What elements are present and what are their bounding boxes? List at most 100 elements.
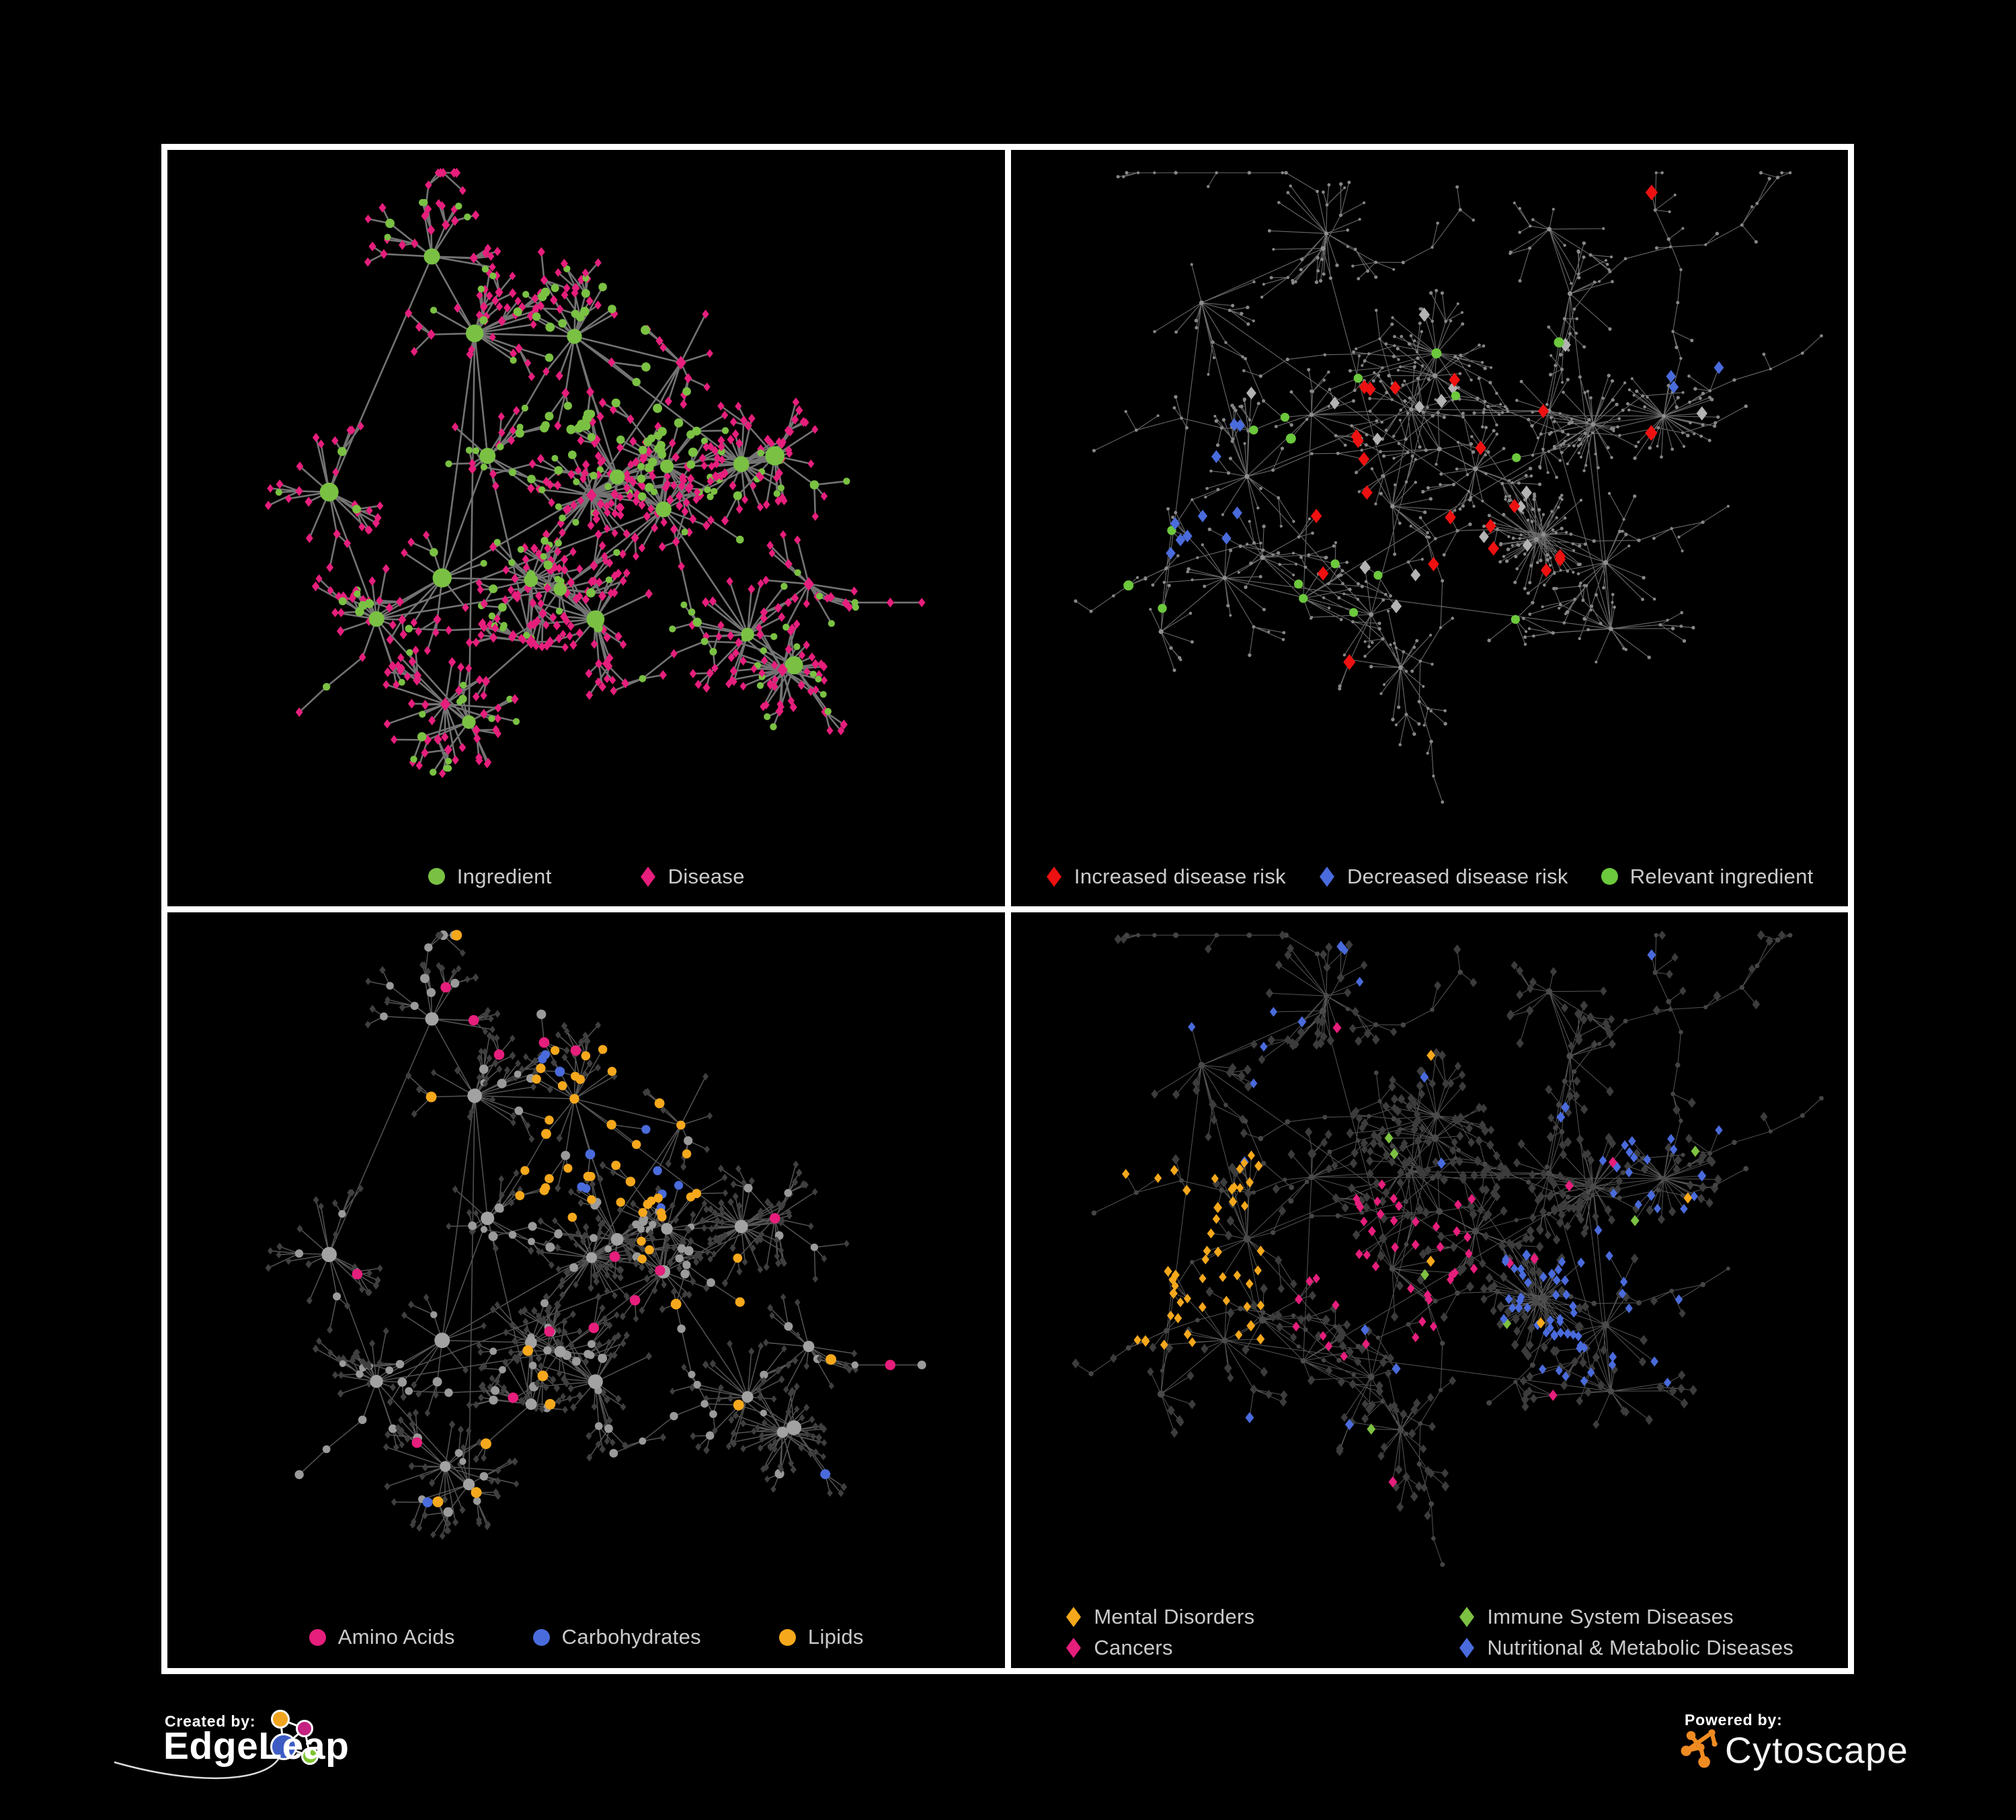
network-node <box>524 1121 531 1129</box>
network-node <box>567 577 575 588</box>
network-node <box>1531 634 1535 638</box>
network-node <box>777 1462 783 1470</box>
network-node <box>469 252 478 264</box>
network-node <box>1272 1183 1280 1194</box>
network-node <box>1461 411 1465 416</box>
network-node <box>407 699 416 709</box>
network-node <box>469 464 477 474</box>
network-node <box>508 469 517 477</box>
network-node <box>454 1066 461 1074</box>
network-node <box>682 387 691 396</box>
network-node <box>1646 1189 1656 1201</box>
network-node <box>1360 364 1363 367</box>
network-node <box>1387 1081 1396 1092</box>
network-node <box>522 290 530 298</box>
network-node <box>1529 1393 1537 1403</box>
network-node <box>1556 1101 1562 1107</box>
network-node <box>1486 450 1490 454</box>
network-node <box>1230 303 1234 308</box>
network-node <box>1650 1356 1658 1367</box>
network-node <box>1697 1193 1705 1203</box>
network-node <box>1166 1310 1174 1320</box>
network-node <box>670 1387 676 1395</box>
network-node <box>356 1370 364 1378</box>
network-node <box>480 622 488 633</box>
network-node <box>1648 446 1652 450</box>
network-node <box>665 1159 672 1168</box>
network-node <box>757 579 764 588</box>
network-node <box>812 1422 819 1431</box>
network-node <box>1703 1004 1707 1009</box>
network-node <box>603 674 610 683</box>
network-node <box>637 1254 647 1263</box>
network-node <box>1557 606 1560 610</box>
network-node <box>1580 1342 1588 1353</box>
network-node <box>690 1210 696 1218</box>
legend-label: Disease <box>668 864 745 888</box>
network-node <box>1364 443 1368 447</box>
network-node <box>1258 575 1262 579</box>
network-node <box>1597 1041 1601 1045</box>
network-node <box>1154 1173 1162 1183</box>
network-node <box>721 410 729 420</box>
network-node <box>1528 467 1532 471</box>
network-node <box>1390 1103 1398 1113</box>
network-node <box>426 988 436 997</box>
network-node <box>522 555 530 564</box>
network-node <box>1318 279 1322 283</box>
network-node <box>1389 504 1394 509</box>
network-node <box>374 513 382 523</box>
network-node <box>1566 348 1570 352</box>
network-node <box>563 1046 570 1054</box>
network-node <box>730 1429 737 1437</box>
network-node <box>468 1015 479 1025</box>
network-node <box>617 1255 623 1263</box>
network-node <box>480 598 488 609</box>
network-node <box>316 1337 322 1345</box>
network-node <box>1382 683 1385 686</box>
legend-circle-marker <box>532 1628 550 1646</box>
network-node <box>1256 506 1260 510</box>
network-node <box>523 631 530 639</box>
network-node <box>1661 413 1666 418</box>
network-node <box>792 397 800 407</box>
network-node <box>686 1226 692 1234</box>
network-node <box>1623 381 1626 385</box>
network-node <box>387 1397 393 1406</box>
network-node <box>1482 1212 1489 1222</box>
network-node <box>264 500 272 510</box>
network-node <box>1109 1353 1117 1363</box>
network-node <box>1449 372 1460 387</box>
network-node <box>484 1522 490 1530</box>
network-node <box>1271 553 1275 557</box>
network-node <box>1440 579 1444 583</box>
network-node <box>1240 1158 1248 1168</box>
network-node <box>561 1053 568 1061</box>
network-node <box>729 1438 735 1446</box>
network-node <box>1590 1300 1597 1306</box>
network-node <box>1537 508 1541 512</box>
network-node <box>622 679 629 688</box>
network-node <box>1444 510 1456 525</box>
network-node <box>606 1338 612 1346</box>
network-node <box>547 1303 553 1311</box>
network-node <box>1586 1195 1590 1200</box>
legend-circle-marker <box>1601 868 1618 885</box>
network-node <box>1604 1132 1613 1143</box>
network-node <box>672 1215 680 1224</box>
network-node <box>1456 356 1459 360</box>
network-node <box>1575 1302 1584 1313</box>
network-node <box>1542 584 1546 587</box>
network-node <box>480 690 487 701</box>
network-node <box>1135 576 1139 580</box>
network-node <box>1380 637 1384 641</box>
network-node <box>1513 1158 1521 1167</box>
network-node <box>785 1360 792 1369</box>
network-node <box>1562 1078 1567 1084</box>
network-node <box>1389 1265 1396 1271</box>
network-node <box>1578 637 1581 640</box>
network-node <box>1525 1372 1533 1382</box>
network-node <box>595 1021 602 1029</box>
network-node <box>803 667 811 676</box>
network-node <box>1326 582 1330 586</box>
